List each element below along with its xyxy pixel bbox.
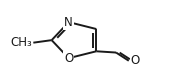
Text: O: O	[64, 52, 73, 65]
Text: N: N	[64, 16, 73, 29]
Text: CH₃: CH₃	[10, 36, 32, 49]
Text: O: O	[130, 54, 140, 67]
